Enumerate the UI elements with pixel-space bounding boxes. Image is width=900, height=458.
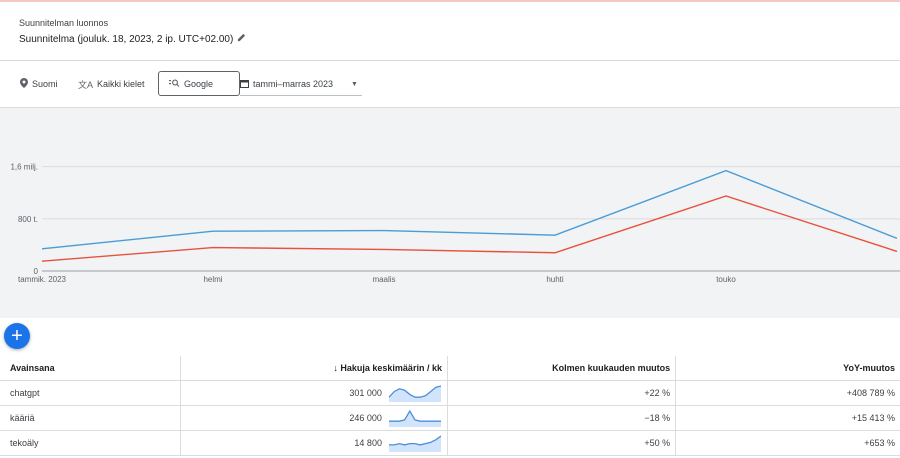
keyword-cell: kääriä	[0, 405, 182, 431]
avg-searches-value: 301 000	[349, 388, 382, 398]
table-row[interactable]: kääriä 246 000 −18 % +15 413 %	[0, 405, 900, 431]
top-accent-line	[0, 0, 900, 2]
x-tick-label: helmi	[203, 275, 222, 284]
location-label: Suomi	[32, 79, 58, 89]
column-header-three-month-change[interactable]: Kolmen kuukauden muutos	[447, 356, 677, 381]
keyword-table: Avainsana ↓ Hakuja keskimäärin / kk Kolm…	[0, 356, 900, 456]
plan-title-text: Suunnitelma (jouluk. 18, 2023, 2 ip. UTC…	[19, 33, 234, 45]
add-keywords-button[interactable]: +	[4, 323, 30, 349]
avg-searches-value: 14 800	[354, 438, 382, 448]
three-month-change-cell: −18 %	[447, 405, 677, 431]
column-header-keyword[interactable]: Avainsana	[0, 356, 182, 381]
plan-subtitle: Suunnitelman luonnos	[19, 18, 109, 28]
avg-searches-value: 246 000	[349, 413, 382, 423]
date-range-label: tammi–marras 2023	[253, 79, 334, 89]
three-month-change-cell: +22 %	[447, 380, 677, 406]
sparkline-area	[388, 386, 441, 402]
language-label: Kaikki kielet	[97, 79, 145, 89]
column-header-avg-searches[interactable]: ↓ Hakuja keskimäärin / kk	[180, 356, 448, 381]
date-range-dropdown[interactable]: tammi–marras 2023 ▼	[240, 73, 362, 96]
sort-arrow-down-icon: ↓	[333, 363, 338, 373]
search-volume-chart: 0 800 t. 1,6 milj. tammik. 2023 helmi maalis h…	[0, 108, 900, 318]
yoy-change-cell: +653 %	[675, 430, 900, 456]
y-tick-label: 800 t.	[18, 215, 38, 224]
chart-svg: 0 800 t. 1,6 milj. tammik. 2023 helmi maalis h…	[10, 163, 900, 284]
language-filter[interactable]: 文A Kaikki kielet	[78, 73, 145, 95]
network-label: Google	[184, 78, 214, 89]
sparkline-line	[388, 435, 442, 446]
column-header-avg-label: Hakuja keskimäärin / kk	[340, 363, 442, 373]
column-header-yoy-change[interactable]: YoY-muutos	[675, 356, 900, 381]
keyword-cell: chatgpt	[0, 380, 182, 406]
x-tick-label: tammik. 2023	[18, 275, 67, 284]
filter-toolbar: Suomi 文A Kaikki kielet Google tammi–marr…	[0, 61, 900, 108]
x-tick-label: touko	[716, 275, 736, 284]
sparkline-area	[388, 411, 441, 427]
avg-searches-cell: 246 000	[180, 405, 448, 431]
avg-searches-cell: 301 000	[180, 380, 448, 406]
location-pin-icon	[20, 78, 28, 90]
chevron-down-icon: ▼	[351, 80, 358, 88]
sparkline-line	[388, 409, 441, 422]
sparkline-line	[388, 385, 442, 398]
calendar-icon	[240, 79, 249, 90]
x-tick-label: huhti	[546, 275, 564, 284]
y-tick-label: 1,6 milj.	[10, 163, 38, 172]
avg-searches-cell: 14 800	[180, 430, 448, 456]
keyword-cell: tekoäly	[0, 430, 182, 456]
trend-sparkline	[388, 435, 442, 452]
yoy-change-cell: +15 413 %	[675, 405, 900, 431]
plan-header: Suunnitelman luonnos Suunnitelma (jouluk…	[0, 2, 900, 61]
search-network-icon	[169, 79, 180, 89]
trend-sparkline	[388, 409, 441, 427]
table-header-row: Avainsana ↓ Hakuja keskimäärin / kk Kolm…	[0, 356, 900, 381]
series-line-0	[41, 169, 898, 250]
table-row[interactable]: tekoäly 14 800 +50 % +653 %	[0, 430, 900, 456]
plus-icon: +	[11, 325, 23, 347]
location-filter[interactable]: Suomi	[20, 73, 58, 95]
pencil-icon[interactable]	[237, 33, 246, 45]
translate-icon: 文A	[78, 79, 94, 90]
yoy-change-cell: +408 789 %	[675, 380, 900, 406]
trend-sparkline	[388, 385, 442, 402]
y-tick-label: 0	[34, 267, 39, 276]
table-row[interactable]: chatgpt 301 000 +22 % +408 789 %	[0, 380, 900, 406]
x-tick-label: maalis	[372, 275, 395, 284]
network-filter[interactable]: Google	[158, 71, 241, 96]
series-line-1	[41, 195, 898, 262]
three-month-change-cell: +50 %	[447, 430, 677, 456]
plan-title[interactable]: Suunnitelma (jouluk. 18, 2023, 2 ip. UTC…	[19, 33, 246, 45]
